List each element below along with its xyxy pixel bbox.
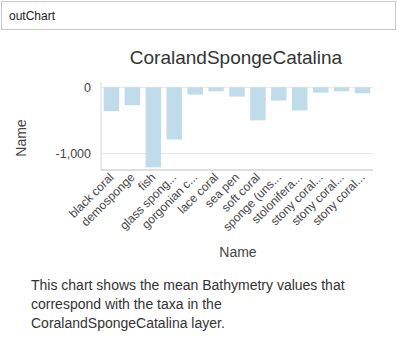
bar bbox=[104, 87, 119, 111]
chart-root: outChartCoralandSpongeCatalina0-1,000bla… bbox=[0, 0, 397, 350]
bar bbox=[271, 87, 286, 100]
bar bbox=[229, 87, 244, 96]
bar bbox=[187, 87, 202, 94]
cell-input: outChart bbox=[9, 9, 56, 23]
bar bbox=[146, 87, 161, 167]
y-tick-label: 0 bbox=[84, 81, 91, 95]
cell-box bbox=[2, 2, 396, 30]
caption-line: correspond with the taxa in the bbox=[31, 296, 222, 312]
title: CoralandSpongeCatalina bbox=[130, 47, 343, 68]
bar bbox=[355, 87, 370, 93]
x-axis-title: Name bbox=[219, 244, 257, 260]
bar bbox=[166, 87, 181, 139]
x-axis-line bbox=[101, 170, 373, 171]
bar bbox=[334, 87, 349, 91]
caption-line: CoralandSpongeCatalina layer. bbox=[31, 315, 225, 331]
bars bbox=[104, 87, 371, 167]
y-axis-line bbox=[101, 82, 102, 170]
bar bbox=[125, 87, 140, 105]
bar bbox=[313, 87, 328, 92]
bar bbox=[292, 87, 307, 110]
y-axis-title: Name bbox=[13, 119, 29, 157]
bar bbox=[208, 87, 223, 91]
x-tick-label: stony coral... bbox=[310, 170, 368, 228]
caption-line: This chart shows the mean Bathymetry val… bbox=[31, 277, 345, 293]
y-tick-label: -1,000 bbox=[56, 147, 91, 161]
bar bbox=[250, 87, 265, 120]
grid-line bbox=[101, 153, 373, 154]
